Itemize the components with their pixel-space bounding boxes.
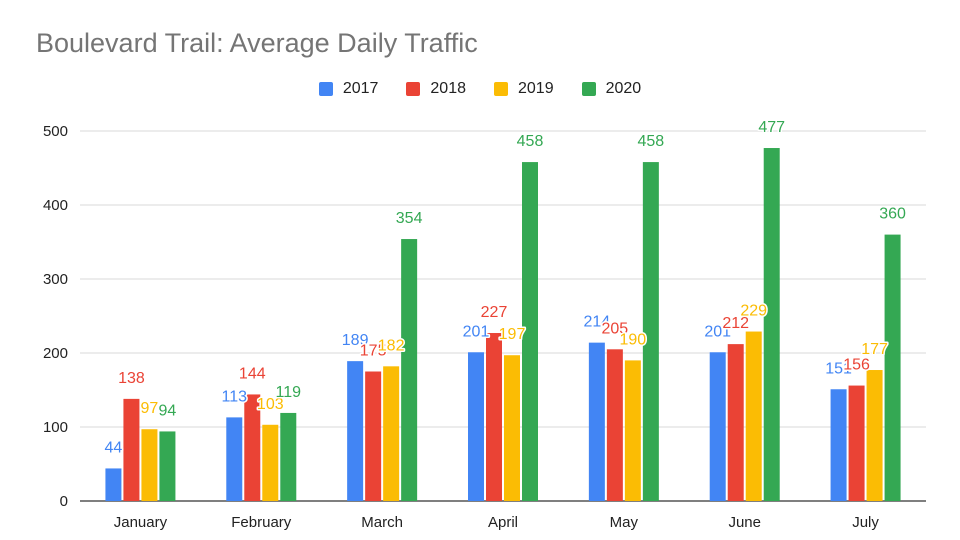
x-tick-label: March — [361, 514, 403, 531]
legend-label-2019: 2019 — [518, 80, 554, 97]
y-tick-label: 400 — [43, 197, 68, 214]
data-label: 212 — [722, 315, 749, 332]
legend-item-2017: 2017 — [318, 80, 379, 98]
x-tick-label: July — [852, 514, 879, 531]
legend-item-2019: 2019 — [494, 80, 554, 98]
data-label: 175 — [360, 343, 387, 360]
legend-swatch-2019 — [494, 82, 508, 96]
data-label: 360 — [879, 206, 906, 223]
legend-item-2018: 2018 — [406, 80, 466, 98]
data-label: 113 — [222, 388, 248, 405]
data-label: 229 — [740, 303, 767, 320]
data-label: 44 — [105, 439, 123, 456]
data-label: 119 — [276, 384, 302, 401]
bar-2017-january — [105, 468, 122, 501]
data-label: 214 — [584, 314, 611, 331]
bar-2019-may — [624, 360, 641, 501]
data-label: 138 — [118, 370, 145, 387]
data-label: 227 — [481, 304, 508, 321]
data-label: 156 — [843, 357, 870, 374]
bar-2017-march — [347, 361, 364, 501]
y-tick-label: 500 — [43, 123, 68, 140]
x-tick-label: January — [114, 514, 168, 531]
data-label: 189 — [342, 332, 369, 349]
chart-title: Boulevard Trail: Average Daily Traffic — [36, 28, 478, 58]
legend-swatch-2017 — [318, 82, 333, 96]
bar-2020-march — [401, 239, 418, 502]
data-label: 97 — [141, 400, 159, 417]
data-label: 182 — [378, 337, 405, 354]
bar-2017-february — [226, 417, 243, 501]
legend-swatch-2018 — [406, 82, 421, 96]
data-label: 354 — [396, 210, 423, 227]
bar-2018-march — [365, 371, 382, 501]
x-tick-label: April — [488, 514, 518, 531]
legend-item-2020: 2020 — [581, 80, 642, 98]
y-tick-label: 200 — [43, 345, 68, 362]
bar-2020-april — [522, 162, 538, 501]
bar-2017-june — [709, 352, 726, 501]
bar-2017-july — [830, 389, 847, 501]
data-label: 190 — [620, 331, 647, 348]
legend-swatch-2020 — [581, 82, 596, 96]
data-label: 144 — [239, 365, 266, 382]
x-tick-label: June — [728, 514, 761, 531]
bar-2020-january — [159, 431, 176, 501]
y-tick-label: 100 — [43, 419, 68, 436]
legend-label-2018: 2018 — [430, 80, 466, 97]
bar-2018-april — [486, 333, 502, 501]
data-label: 197 — [499, 326, 526, 343]
data-label: 205 — [602, 320, 629, 337]
data-label: 94 — [159, 402, 177, 419]
data-label: 458 — [517, 133, 544, 150]
y-tick-label: 0 — [60, 493, 68, 510]
data-label: 201 — [704, 323, 731, 340]
bar-2017-may — [588, 342, 605, 501]
legend-label-2020: 2020 — [605, 80, 642, 97]
bar-2020-july — [884, 234, 901, 501]
bar-2019-june — [745, 331, 762, 501]
data-label: 151 — [825, 360, 852, 377]
legend-label-2017: 2017 — [342, 80, 379, 97]
bar-2018-june — [727, 344, 744, 501]
bar-2018-may — [606, 349, 623, 501]
data-label: 103 — [257, 396, 284, 413]
data-label: 477 — [758, 119, 785, 136]
bar-2018-july — [848, 385, 865, 501]
bar-2018-february — [244, 394, 261, 501]
bar-2019-march — [383, 366, 400, 501]
bar-2019-february — [262, 424, 279, 501]
bar-2017-april — [468, 352, 484, 501]
bar-2020-february — [280, 412, 297, 501]
x-tick-label: May — [610, 514, 639, 531]
data-label: 201 — [463, 323, 490, 340]
bar-2020-june — [763, 148, 780, 501]
bar-2019-july — [866, 370, 883, 501]
data-label: 458 — [638, 133, 665, 150]
x-tick-label: February — [231, 514, 292, 531]
bar-2020-may — [642, 162, 659, 501]
chart-legend: 2017 2018 2019 2020 — [0, 80, 960, 98]
bar-2019-april — [504, 355, 520, 501]
bar-2019-january — [141, 429, 158, 501]
bar-2018-january — [123, 398, 140, 501]
y-tick-label: 300 — [43, 271, 68, 288]
data-label: 177 — [861, 341, 888, 358]
